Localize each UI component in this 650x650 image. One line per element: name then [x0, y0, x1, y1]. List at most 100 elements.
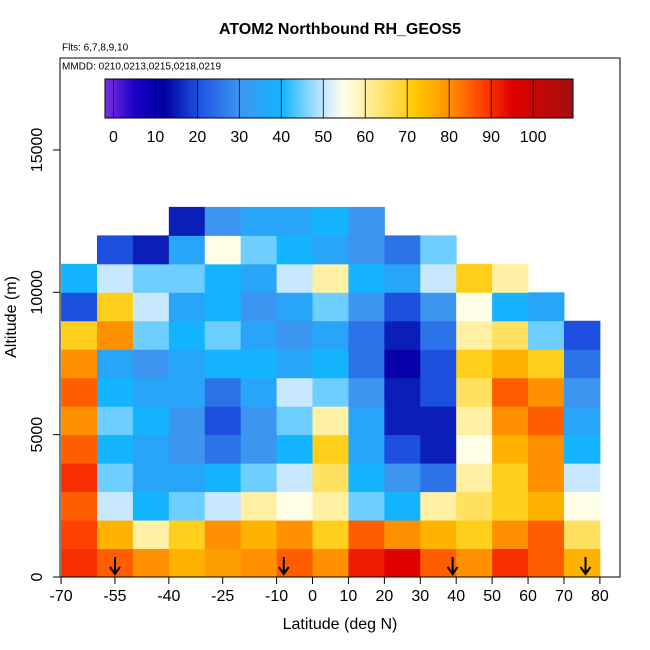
colorbar-strip [222, 79, 224, 118]
heat-cell [240, 520, 278, 550]
heat-cell [420, 235, 457, 265]
heat-cell [420, 292, 457, 322]
colorbar-strip [108, 79, 110, 118]
colorbar-strip [122, 79, 124, 118]
colorbar-strip [173, 79, 175, 118]
colorbar-strip [288, 79, 290, 118]
colorbar-strip [406, 79, 408, 118]
colorbar-strip [191, 79, 193, 118]
colorbar-strip [465, 79, 467, 118]
colorbar-strip [253, 79, 255, 118]
colorbar-strip [366, 79, 368, 118]
x-tick-label: -25 [211, 588, 234, 605]
colorbar-strip [388, 79, 390, 118]
colorbar-strip [219, 79, 221, 118]
colorbar-strip [105, 79, 107, 118]
colorbar-strip [570, 79, 572, 118]
colorbar-strip [207, 79, 209, 118]
colorbar-strip [410, 79, 412, 118]
colorbar-strip [502, 79, 504, 118]
heat-cell [384, 263, 421, 293]
colorbar-strip [254, 79, 256, 118]
colorbar-strip [302, 79, 304, 118]
colorbar-strip [257, 79, 259, 118]
heat-cell [492, 434, 529, 464]
heat-cell [312, 491, 349, 521]
colorbar-strip [555, 79, 557, 118]
colorbar-strip [136, 79, 138, 118]
colorbar-strip [255, 79, 257, 118]
colorbar-strip [383, 79, 385, 118]
colorbar-strip [336, 79, 338, 118]
colorbar-strip [386, 79, 388, 118]
colorbar-strip [444, 79, 446, 118]
heat-cell [61, 434, 98, 464]
colorbar-strip [164, 79, 166, 118]
colorbar-strip [216, 79, 218, 118]
colorbar-strip [196, 79, 198, 118]
colorbar-strip [421, 79, 423, 118]
colorbar-strip [524, 79, 526, 118]
x-tick-label: 50 [483, 588, 501, 605]
heat-cell [96, 235, 134, 265]
colorbar-strip [402, 79, 404, 118]
colorbar-strip [244, 79, 246, 118]
heat-cell [384, 491, 421, 521]
colorbar-strip [272, 79, 274, 118]
colorbar-strip [280, 79, 282, 118]
heat-cell [348, 263, 385, 293]
heat-cell [492, 548, 529, 578]
colorbar-strip [395, 79, 397, 118]
heat-cell [240, 406, 278, 436]
heat-cell [528, 320, 565, 350]
heat-cell [276, 349, 314, 379]
heat-cell [348, 491, 385, 521]
colorbar-strip [404, 79, 406, 118]
colorbar-strip [405, 79, 407, 118]
heat-cell [96, 434, 134, 464]
colorbar-strip [314, 79, 316, 118]
heat-cell [276, 491, 314, 521]
colorbar-strip [170, 79, 172, 118]
colorbar-strip [487, 79, 489, 118]
heat-cell [240, 263, 278, 293]
colorbar-strip [292, 79, 294, 118]
heat-cell [348, 548, 385, 578]
colorbar-strip [466, 79, 468, 118]
colorbar-strip [483, 79, 485, 118]
colorbar-strip [175, 79, 177, 118]
colorbar-strip [413, 79, 415, 118]
colorbar-strip [110, 79, 112, 118]
colorbar-strip [540, 79, 542, 118]
colorbar-strip [346, 79, 348, 118]
colorbar-strip [467, 79, 469, 118]
colorbar-strip [270, 79, 272, 118]
colorbar-strip [492, 79, 494, 118]
colorbar-strip [200, 79, 202, 118]
colorbar-strip [355, 79, 357, 118]
colorbar-strip [515, 79, 517, 118]
colorbar-strip [181, 79, 183, 118]
colorbar-strip [442, 79, 444, 118]
colorbar-strip [263, 79, 265, 118]
heat-cell [240, 548, 278, 578]
colorbar-strip [482, 79, 484, 118]
heat-cell [312, 463, 349, 493]
colorbar-strip [546, 79, 548, 118]
heat-cell [96, 463, 134, 493]
colorbar-strip [566, 79, 568, 118]
x-tick-label: -70 [50, 588, 73, 605]
heat-cell [61, 377, 98, 407]
colorbar-strip [233, 79, 235, 118]
colorbar-strip [147, 79, 149, 118]
colorbar-strip [419, 79, 421, 118]
heat-cell [96, 263, 134, 293]
colorbar-strip [569, 79, 571, 118]
colorbar-strip [509, 79, 511, 118]
colorbar-strip [322, 79, 324, 118]
y-tick-label: 5000 [29, 417, 46, 453]
colorbar-strip [506, 79, 508, 118]
heat-cell [312, 377, 349, 407]
heat-cell [348, 206, 385, 236]
colorbar-strip [316, 79, 318, 118]
